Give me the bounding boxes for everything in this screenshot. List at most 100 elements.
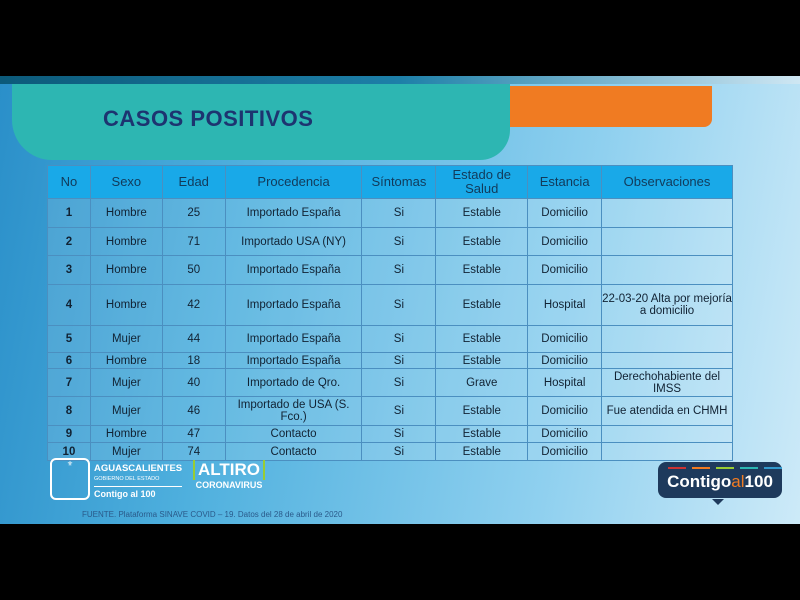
column-header: Estado de Salud (435, 165, 529, 199)
column-header: Observaciones (601, 165, 733, 199)
table-cell: 10 (47, 442, 91, 461)
column-header: Estancia (527, 165, 603, 199)
contigo-al-100-logo: Contigoal100 (658, 462, 782, 505)
table-row: 9 Hombre 47 Contacto Si Estable Domicilio (47, 425, 733, 443)
table-cell: Domicilio (527, 227, 603, 256)
table-row: 8 Mujer 46 Importado de USA (S. Fco.) Si Esta… (47, 396, 733, 426)
table-cell: 8 (47, 396, 91, 426)
table-row: 3 Hombre 50 Importado España Si Estable Domici… (47, 255, 733, 285)
table-cell: Hospital (527, 284, 603, 326)
table-cell: 44 (161, 325, 226, 353)
table-cell: Importado España (224, 284, 363, 326)
table-cell (601, 198, 733, 228)
table-cell: 18 (161, 352, 226, 369)
table-cell: Importado de USA (S. Fco.) (224, 396, 363, 426)
table-cell: Mujer (89, 442, 163, 461)
table-cell: Si (361, 198, 437, 228)
table-cell: Estable (435, 425, 529, 443)
table-cell: Mujer (89, 368, 163, 397)
cases-table: No Sexo Edad Procedencia Síntomas Estado de S… (47, 165, 733, 461)
table-row: 6 Hombre 18 Importado España Si Estable Domici… (47, 352, 733, 369)
table-cell: Derechohabiente del IMSS (601, 368, 733, 397)
logo-slogan: Contigo al 100 (94, 486, 183, 499)
logo-word: Contigo (667, 472, 732, 491)
table-row: 1 Hombre 25 Importado España Si Estable Domici… (47, 198, 733, 228)
logo-word: 100 (744, 472, 773, 491)
table-cell: Estable (435, 325, 529, 353)
table-cell: 46 (161, 396, 226, 426)
table-cell: Importado España (224, 198, 363, 228)
slide: CASOS POSITIVOS No Sexo Edad Procedencia Sín… (0, 76, 800, 524)
table-cell: 2 (47, 227, 91, 256)
table-row: 5 Mujer 44 Importado España Si Estable Domicil… (47, 325, 733, 353)
table-cell: 47 (161, 425, 226, 443)
table-cell: Estable (435, 198, 529, 228)
page-title: CASOS POSITIVOS (103, 106, 314, 131)
table-cell: Estable (435, 284, 529, 326)
table-cell: Importado España (224, 352, 363, 369)
table-cell: Domicilio (527, 255, 603, 285)
table-cell: Mujer (89, 325, 163, 353)
table-cell: Hombre (89, 255, 163, 285)
table-cell: 4 (47, 284, 91, 326)
table-cell (601, 255, 733, 285)
table-cell: Importado España (224, 325, 363, 353)
table-cell (601, 325, 733, 353)
table-row: 4 Hombre 42 Importado España Si Estable Hospit… (47, 284, 733, 326)
table-cell (601, 227, 733, 256)
state-coat-of-arms-logo: ⚜ (50, 458, 90, 500)
table-cell: Si (361, 396, 437, 426)
table-cell: 22-03-20 Alta por mejoría a domicilio (601, 284, 733, 326)
table-cell: 6 (47, 352, 91, 369)
table-cell: Estable (435, 352, 529, 369)
table-cell (601, 442, 733, 461)
table-cell: Importado USA (NY) (224, 227, 363, 256)
table-cell: Domicilio (527, 325, 603, 353)
table-cell: 1 (47, 198, 91, 228)
table-cell: Domicilio (527, 352, 603, 369)
logo-text: AGUASCALIENTES (94, 463, 183, 474)
orange-banner (470, 86, 712, 127)
table-header: No Sexo Edad Procedencia Síntomas Estado de S… (47, 165, 733, 199)
column-header: Edad (161, 165, 226, 199)
source-footnote: FUENTE. Plataforma SINAVE COVID – 19. Da… (82, 510, 343, 519)
table-cell: Hombre (89, 198, 163, 228)
table-cell: Importado de Qro. (224, 368, 363, 397)
table-cell: Si (361, 325, 437, 353)
table-cell: Grave (435, 368, 529, 397)
table-cell: 50 (161, 255, 226, 285)
table-cell: Hombre (89, 284, 163, 326)
table-cell: Si (361, 227, 437, 256)
table-cell: 7 (47, 368, 91, 397)
table-cell: Estable (435, 442, 529, 461)
table-cell: Contacto (224, 425, 363, 443)
table-cell: Estable (435, 227, 529, 256)
table-cell: Si (361, 368, 437, 397)
table-cell: 74 (161, 442, 226, 461)
altiro-text: ALTIRO (193, 460, 266, 480)
table-cell: 42 (161, 284, 226, 326)
table-cell: Hombre (89, 227, 163, 256)
table-cell: Estable (435, 396, 529, 426)
table-cell: Contacto (224, 442, 363, 461)
table-cell: Si (361, 255, 437, 285)
table-cell: Si (361, 352, 437, 369)
table-row: 2 Hombre 71 Importado USA (NY) Si Estable Domi… (47, 227, 733, 256)
table-cell: Hombre (89, 425, 163, 443)
table-cell: Domicilio (527, 396, 603, 426)
table-cell: Fue atendida en CHMH (601, 396, 733, 426)
table-cell (601, 425, 733, 443)
table-cell: Hospital (527, 368, 603, 397)
table-cell: Mujer (89, 396, 163, 426)
table-cell: 9 (47, 425, 91, 443)
table-cell: 5 (47, 325, 91, 353)
table-cell: Importado España (224, 255, 363, 285)
table-cell: 71 (161, 227, 226, 256)
column-header: Síntomas (361, 165, 437, 199)
column-header: Sexo (89, 165, 163, 199)
table-cell: 3 (47, 255, 91, 285)
table-cell: 25 (161, 198, 226, 228)
title-banner (12, 84, 510, 160)
table-cell: Domicilio (527, 198, 603, 228)
column-header: No (47, 165, 91, 199)
